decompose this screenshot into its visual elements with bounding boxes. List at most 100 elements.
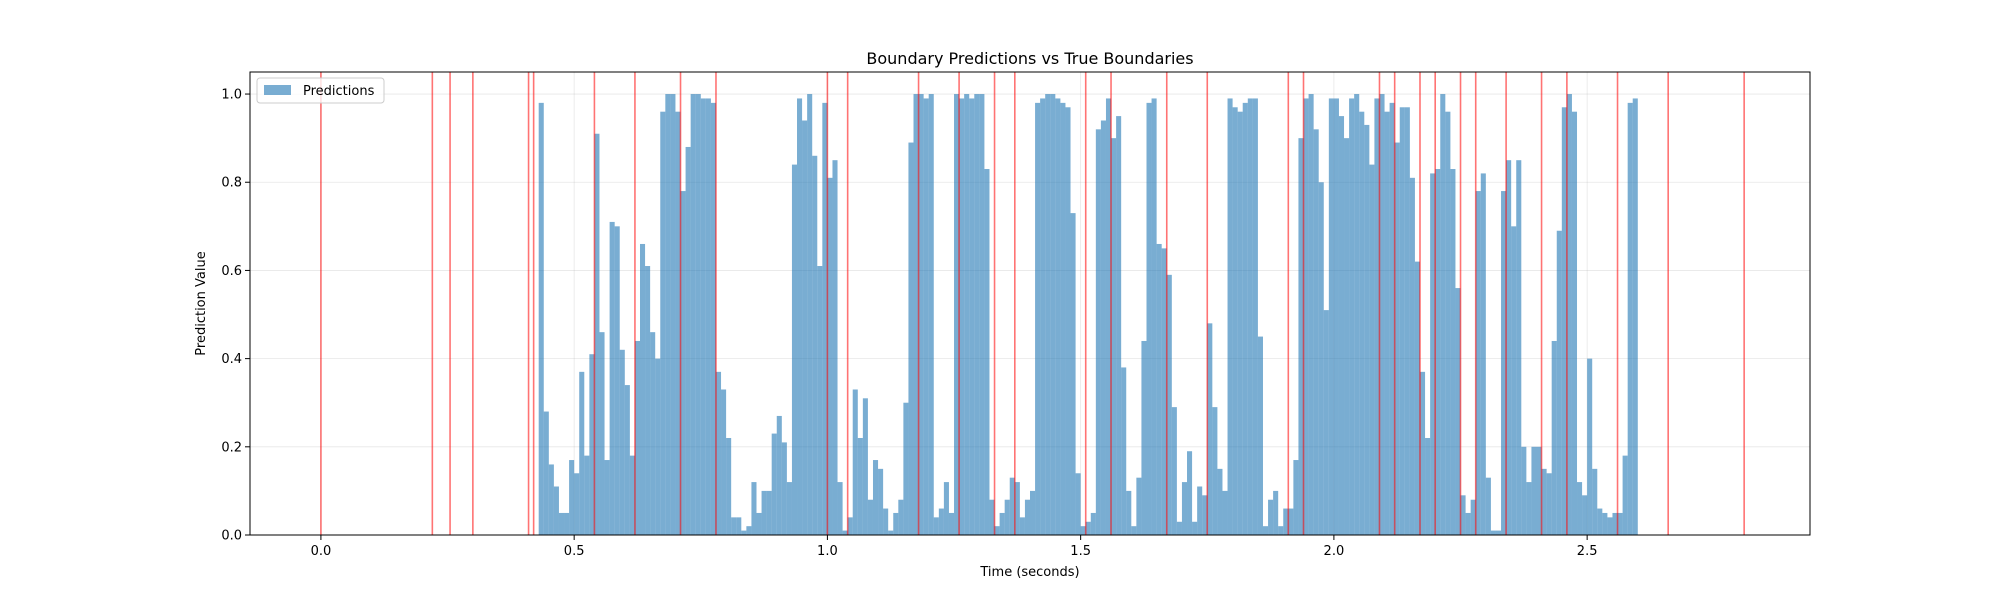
prediction-bar [1318,182,1324,535]
prediction-bar [751,482,757,535]
prediction-bar [989,499,995,535]
prediction-bar [1602,512,1608,535]
prediction-bar [883,508,889,535]
prediction-bar [984,169,990,535]
prediction-bar [1490,530,1496,535]
prediction-bar [1328,98,1334,535]
prediction-bar [1080,526,1086,535]
prediction-bar [1176,521,1182,535]
prediction-bar [1298,138,1304,535]
prediction-bar [741,530,747,535]
prediction-bar [954,94,960,536]
x-tick-label: 2.5 [1577,544,1598,559]
x-axis-ticks: 0.0 0.5 1.0 1.5 2.0 2.5 [311,535,1598,559]
prediction-bar [1379,94,1385,536]
prediction-bar [1430,173,1436,535]
prediction-bar [832,160,838,535]
prediction-bar [1364,124,1370,536]
prediction-bar [1414,261,1420,535]
x-tick-label: 0.5 [564,544,585,559]
prediction-bar [1151,98,1157,535]
prediction-bar [1014,482,1020,535]
prediction-bar [594,133,600,535]
prediction-bar [584,455,590,535]
prediction-bar [1511,226,1517,536]
prediction-bar [1262,526,1269,535]
prediction-bars [538,94,1638,536]
prediction-bar [1399,107,1405,536]
prediction-bar [1627,102,1633,535]
prediction-bar [888,530,894,535]
x-tick-label: 0.0 [311,544,332,559]
prediction-bar [1344,138,1350,535]
prediction-bar [1227,98,1233,535]
x-axis-title: Time (seconds) [979,565,1079,580]
prediction-bar [695,94,701,536]
y-tick-label: 0.4 [221,352,242,367]
prediction-bar [862,398,868,535]
prediction-bar [1450,169,1456,535]
prediction-bar [645,266,651,535]
prediction-bar [640,243,646,535]
prediction-bar [579,371,585,535]
prediction-bar [731,517,737,535]
prediction-bar [1465,512,1471,535]
prediction-bar [1612,512,1618,535]
prediction-bar [1531,446,1537,535]
prediction-bar [918,94,924,536]
prediction-bar [913,94,919,536]
prediction-bar [1546,473,1552,535]
prediction-bar [548,464,554,535]
prediction-bar [847,517,853,535]
prediction-bar [893,512,899,535]
prediction-bar [1278,526,1284,535]
prediction-bar [1293,460,1299,535]
prediction-bar [979,94,985,536]
prediction-bar [670,94,676,536]
prediction-bar [721,389,727,535]
prediction-bar [898,499,904,535]
prediction-bar [969,98,975,535]
prediction-bar [1060,102,1066,535]
y-tick-label: 1.0 [221,88,242,103]
prediction-bar [771,433,777,535]
prediction-bar [1166,274,1172,535]
prediction-bar [710,102,716,535]
prediction-bar [1141,340,1147,535]
prediction-bar [538,102,544,535]
prediction-bar [569,460,575,535]
true-boundary-lines [320,72,1745,535]
prediction-bar [543,411,549,535]
y-tick-label: 0.6 [221,264,242,279]
prediction-bar [1116,116,1122,535]
prediction-bar [1501,191,1507,536]
prediction-bar [589,354,595,535]
prediction-bar [1566,94,1572,536]
prediction-bar [1480,173,1486,535]
prediction-bar [1019,517,1025,535]
prediction-bar [629,455,635,535]
prediction-bar [1587,358,1593,535]
prediction-bar [1065,107,1071,536]
prediction-bar [1085,521,1091,535]
prediction-bar [1187,451,1193,535]
prediction-bar [1561,107,1567,536]
prediction-bar [1288,508,1294,535]
prediction-bar [558,512,565,535]
prediction-bar [726,437,732,535]
prediction-bar [1242,102,1248,535]
prediction-bar [609,221,615,535]
prediction-bar [1217,468,1223,535]
prediction-bar [690,94,696,536]
prediction-bar [1551,340,1557,535]
prediction-bar [1577,482,1583,535]
prediction-bar [1354,94,1360,536]
prediction-bar [604,460,610,535]
legend-box [256,77,385,104]
prediction-bar [1237,111,1243,535]
prediction-bar [1333,98,1339,535]
prediction-bar [1303,98,1309,535]
prediction-bar [1349,98,1355,535]
prediction-bar [867,499,873,535]
legend-label-predictions: Predictions [303,84,375,99]
